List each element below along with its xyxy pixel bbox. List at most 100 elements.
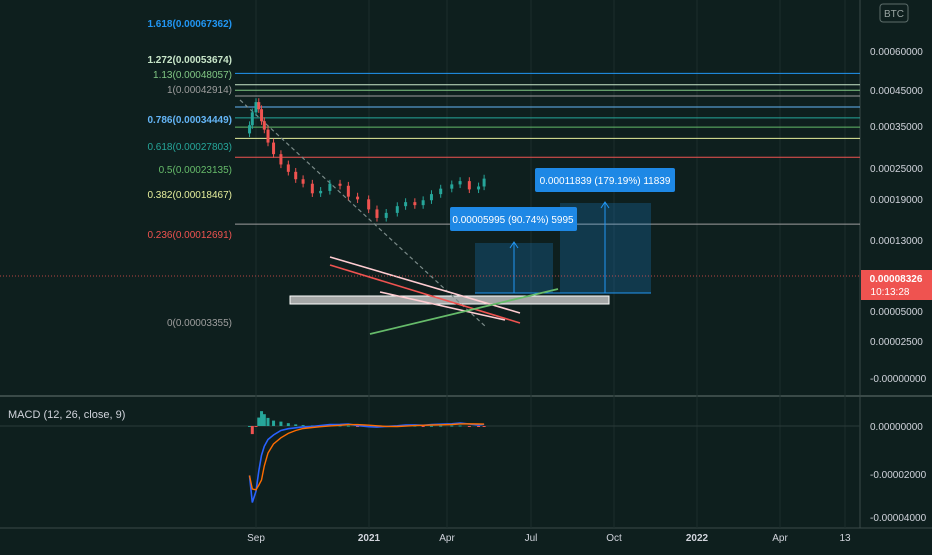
macd-bar <box>286 423 290 426</box>
macd-bar <box>477 426 481 427</box>
fibonacci-retracement[interactable] <box>235 72 860 225</box>
price-tick: 0.00005000 <box>870 307 923 318</box>
candle[interactable] <box>272 142 276 155</box>
candle[interactable] <box>477 186 481 190</box>
candle[interactable] <box>413 202 417 206</box>
svg-text:BTC: BTC <box>884 9 904 20</box>
macd-axis[interactable]: 0.00000000 -0.00002000 -0.00004000 <box>870 422 927 524</box>
macd-bar <box>279 421 283 426</box>
support-zone-box[interactable] <box>289 295 610 305</box>
candle[interactable] <box>294 171 298 180</box>
macd-bar <box>257 417 261 426</box>
macd-bar <box>254 426 258 427</box>
candle[interactable] <box>482 178 486 187</box>
macd-bar <box>248 426 252 427</box>
candle[interactable] <box>429 194 433 201</box>
price-axis[interactable]: 0.00060000 0.00045000 0.00035000 0.00025… <box>870 47 927 385</box>
ascending-support-line[interactable] <box>369 288 559 335</box>
candle[interactable] <box>346 185 350 197</box>
candle[interactable] <box>338 183 342 186</box>
macd-tick: 0.00000000 <box>870 422 923 433</box>
candle[interactable] <box>367 199 371 210</box>
candle[interactable] <box>257 102 261 110</box>
macd-bar <box>250 426 254 435</box>
fib-label-1: 1(0.00042914) <box>167 85 232 96</box>
macd-bar <box>467 426 471 427</box>
candle[interactable] <box>404 202 408 207</box>
symbol-badge[interactable]: BTC <box>879 3 909 23</box>
candle[interactable] <box>254 102 258 113</box>
candle[interactable] <box>279 154 283 165</box>
svg-text:0.00011839 (179.19%) 11839: 0.00011839 (179.19%) 11839 <box>540 176 671 187</box>
current-price-value: 0.00008326 <box>870 274 923 285</box>
fib-label-0618: 0.618(0.00027803) <box>147 142 232 153</box>
price-tick: -0.00000000 <box>870 374 927 385</box>
descending-channel[interactable] <box>329 256 521 324</box>
macd-bar <box>262 414 266 426</box>
fib-label-0786: 0.786(0.00034449) <box>147 115 232 126</box>
time-tick: Jul <box>525 533 538 544</box>
measure-label-2[interactable]: 0.00011839 (179.19%) 11839 <box>535 168 675 192</box>
candle[interactable] <box>450 184 454 189</box>
macd-bar <box>294 424 298 426</box>
current-price-badge: 0.00008326 10:13:28 <box>861 270 932 300</box>
macd-bar <box>421 426 425 427</box>
candle[interactable] <box>301 179 305 184</box>
macd-signal-line <box>248 423 485 491</box>
fib-label-0: 0(0.00003355) <box>167 318 232 329</box>
macd-title[interactable]: MACD (12, 26, close, 9) <box>8 409 125 421</box>
fib-label-05: 0.5(0.00023135) <box>159 165 232 176</box>
macd-bar <box>450 425 454 427</box>
macd-tick: -0.00002000 <box>870 470 927 481</box>
macd-bar <box>482 426 486 427</box>
macd-tick: -0.00004000 <box>870 513 927 524</box>
candle[interactable] <box>262 121 266 130</box>
price-candles[interactable] <box>248 98 486 222</box>
macd-bar <box>458 425 462 427</box>
price-tick: 0.00060000 <box>870 47 923 58</box>
candle[interactable] <box>384 212 388 218</box>
macd-bar <box>260 411 264 426</box>
candle[interactable] <box>421 200 425 206</box>
time-tick: 2021 <box>358 533 381 544</box>
price-tick: 0.00019000 <box>870 195 923 206</box>
macd-bar <box>301 425 305 427</box>
candle[interactable] <box>328 183 332 191</box>
time-tick: Sep <box>247 533 265 544</box>
macd-histogram <box>248 411 486 435</box>
fib-label-113: 1.13(0.00048057) <box>153 70 232 81</box>
candle[interactable] <box>310 183 314 194</box>
fib-label-1618: 1.618(0.00067362) <box>147 19 232 30</box>
candle[interactable] <box>250 112 254 126</box>
candle[interactable] <box>375 209 379 218</box>
candle[interactable] <box>286 164 290 172</box>
candle[interactable] <box>395 206 399 213</box>
measure-arrows <box>475 201 651 294</box>
time-tick: 2022 <box>686 533 709 544</box>
candle[interactable] <box>356 196 360 200</box>
candle[interactable] <box>266 129 270 143</box>
macd-bar <box>439 425 443 427</box>
fib-label-0236: 0.236(0.00012691) <box>147 230 232 241</box>
candle[interactable] <box>319 190 323 194</box>
macd-bar <box>429 425 433 427</box>
price-tick: 0.00013000 <box>870 236 923 247</box>
macd-bar <box>266 417 270 426</box>
candle[interactable] <box>260 109 264 122</box>
price-tick: 0.00035000 <box>870 122 923 133</box>
macd-bar <box>272 420 276 426</box>
fibonacci-labels: 1.618(0.00067362) 1.272(0.00053674) 1.13… <box>147 19 232 329</box>
time-axis[interactable]: Sep 2021 Apr Jul Oct 2022 Apr 13 <box>247 533 851 544</box>
time-tick: Oct <box>606 533 622 544</box>
svg-text:0.00005995 (90.74%) 5995: 0.00005995 (90.74%) 5995 <box>452 215 574 226</box>
price-tick: 0.00045000 <box>870 86 923 97</box>
time-tick: 13 <box>839 533 851 544</box>
measure-label-1[interactable]: 0.00005995 (90.74%) 5995 <box>450 207 577 231</box>
candle[interactable] <box>467 181 471 190</box>
time-tick: Apr <box>772 533 788 544</box>
candle[interactable] <box>248 125 252 134</box>
candle[interactable] <box>458 181 462 185</box>
candle[interactable] <box>439 188 443 195</box>
